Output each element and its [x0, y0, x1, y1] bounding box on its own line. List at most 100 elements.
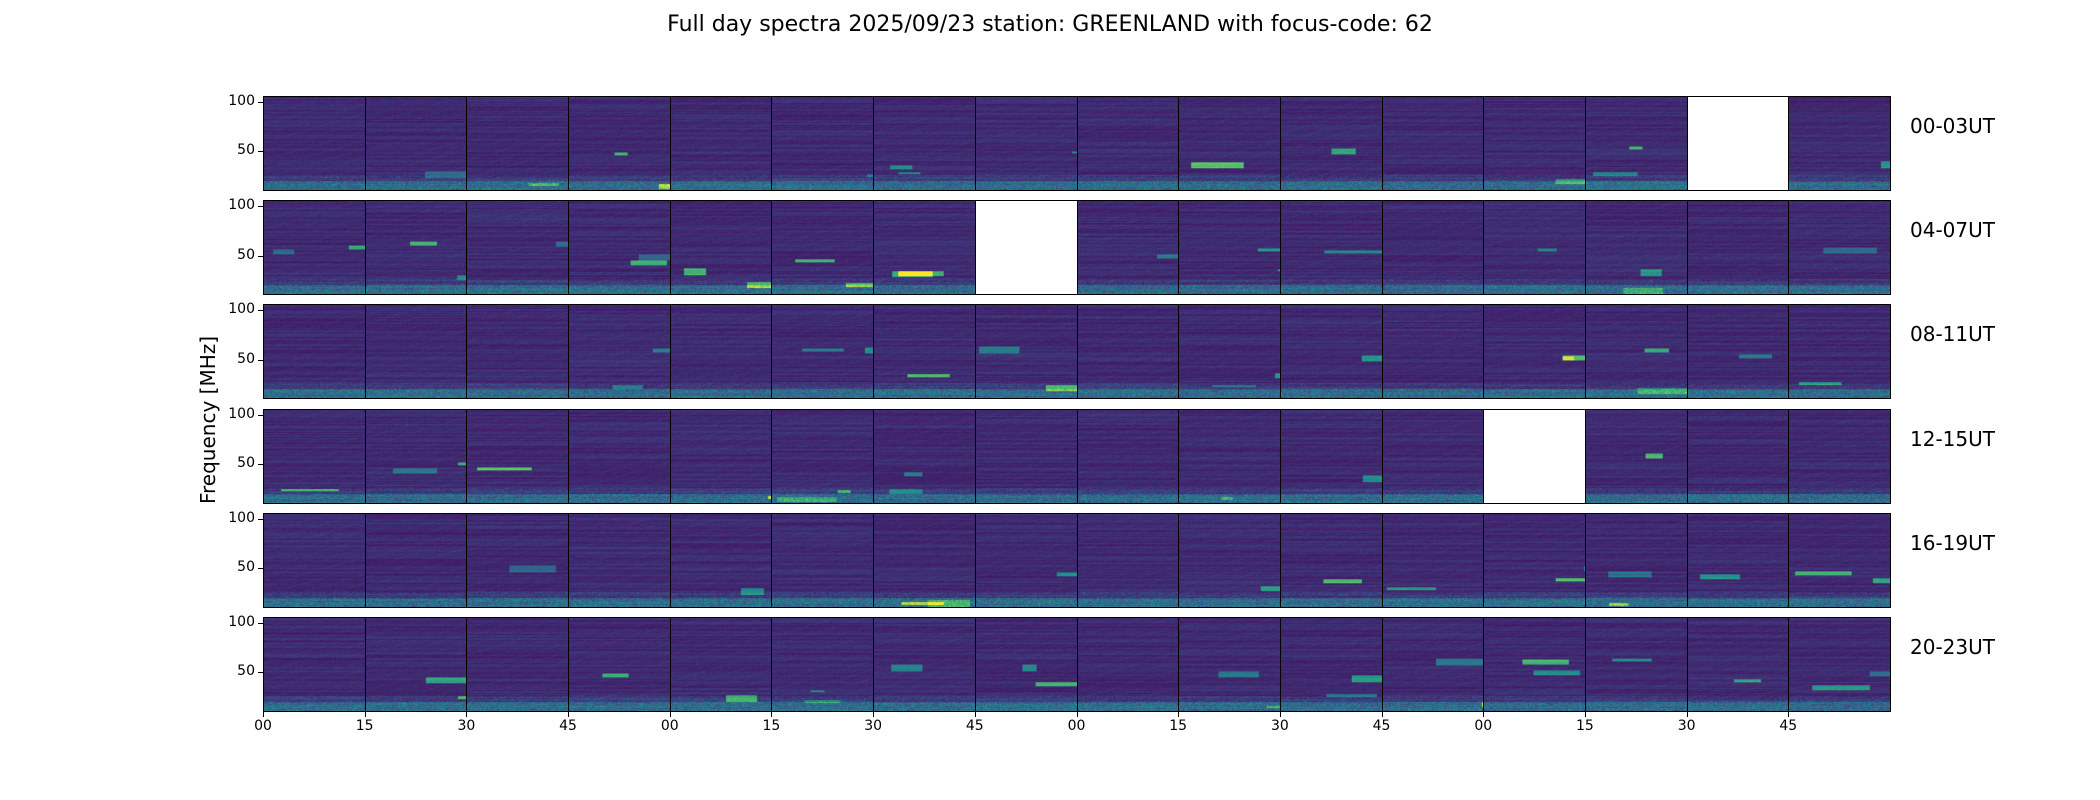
spectrogram-image: [569, 618, 670, 711]
y-tick-mark: [258, 414, 263, 416]
x-tick-mark: [669, 712, 671, 717]
y-tick-mark: [258, 672, 263, 674]
spectrogram-image: [670, 305, 772, 399]
spectrogram-image: [1382, 513, 1484, 607]
spectrogram-panel: [568, 304, 671, 400]
spectrogram-panel: [466, 304, 570, 400]
spectrogram-panel: [1178, 304, 1281, 400]
spectrogram-image: [569, 513, 670, 607]
spectrogram-panel: [466, 617, 570, 712]
spectrogram-image: [365, 97, 467, 190]
spectrogram-panel: [1483, 304, 1586, 400]
spectrogram-panel: [263, 304, 366, 400]
spectrogram-image: [874, 409, 975, 503]
spectrogram-panel: [1279, 617, 1383, 712]
spectrogram-image: [1077, 618, 1179, 711]
x-tick-mark: [1584, 712, 1586, 717]
x-tick-label: 15: [1576, 718, 1594, 734]
spectrogram-panel: [1788, 96, 1891, 191]
spectrogram-panel: [669, 304, 773, 400]
x-tick-mark: [1483, 712, 1485, 717]
spectrogram-panel: [974, 200, 1078, 296]
row-label: 20-23UT: [1910, 635, 1995, 659]
y-tick-label: 100: [228, 197, 255, 214]
spectrogram-image: [874, 97, 975, 190]
x-tick-mark: [1076, 712, 1078, 717]
spectrogram-image: [874, 513, 975, 607]
spectrogram-image: [264, 409, 365, 503]
spectrogram-image: [1077, 97, 1179, 190]
spectrogram-panel: [1076, 617, 1180, 712]
y-tick-mark: [258, 464, 263, 466]
spectrogram-panel: [1381, 200, 1485, 296]
y-tick-mark: [258, 101, 263, 103]
spectrogram-image: [975, 513, 1077, 607]
x-tick-mark: [263, 712, 264, 717]
spectrogram-image: [1585, 201, 1687, 295]
spectrogram-image: [1789, 201, 1890, 295]
spectrogram-image: [264, 97, 365, 190]
x-tick-mark: [1686, 712, 1688, 717]
spectrogram-image: [874, 618, 975, 711]
spectrogram-panel: [1279, 96, 1383, 191]
spectrogram-image: [1280, 513, 1382, 607]
row-label: 12-15UT: [1910, 426, 1995, 451]
spectrogram-panel: [1788, 512, 1891, 608]
spectrogram-panel: [669, 408, 773, 504]
spectrogram-panel: [568, 512, 671, 608]
spectrogram-panel: [1076, 304, 1180, 400]
spectrogram-panel: [873, 304, 976, 400]
spectrogram-panel: [1788, 617, 1891, 712]
spectrogram-image: [1382, 409, 1484, 503]
spectrogram-panel: [771, 408, 875, 504]
x-tick-label: 30: [864, 718, 883, 734]
spectrogram-panel: [263, 200, 366, 296]
x-tick-label: 30: [457, 718, 476, 734]
spectrogram-image: [1280, 618, 1382, 711]
x-tick-mark: [974, 712, 976, 717]
y-tick-label: 50: [237, 246, 255, 263]
x-tick-mark: [1788, 712, 1790, 717]
spectrogram-image: [1280, 97, 1382, 190]
spectrogram-panel: [1178, 408, 1281, 504]
spectrogram-image: [1789, 409, 1890, 503]
x-tick-label: 15: [1169, 718, 1188, 734]
spectrogram-panel: [364, 617, 468, 712]
spectrogram-image: [569, 409, 670, 503]
spectrogram-panel: [568, 617, 671, 712]
spectrogram-panel: [364, 304, 468, 400]
y-tick-mark: [258, 359, 263, 361]
spectrogram-panel: [1686, 200, 1790, 296]
x-tick-mark: [873, 712, 875, 717]
spectrogram-image: [772, 618, 874, 711]
spectrogram-image: [264, 201, 365, 295]
spectrogram-image: [1382, 201, 1484, 295]
spectrogram-panel: [771, 617, 875, 712]
spectrogram-panel: [873, 200, 976, 296]
spectrogram-panel: [1788, 408, 1891, 504]
spectrogram-panel: [1686, 304, 1790, 400]
spectrogram-panel: [1279, 200, 1383, 296]
spectrogram-image: [569, 305, 670, 399]
spectrogram-panel: [466, 96, 570, 191]
spectrogram-image: [365, 513, 467, 607]
spectrogram-image: [569, 97, 670, 190]
y-tick-label: 50: [237, 663, 255, 680]
x-tick-mark: [771, 712, 773, 717]
y-tick-label: 50: [237, 455, 255, 472]
x-tick-label: 00: [660, 718, 679, 734]
spectrogram-panel: [771, 96, 875, 191]
y-tick-label: 50: [237, 559, 255, 576]
spectrogram-panel: [263, 617, 366, 712]
y-tick-label: 100: [228, 92, 255, 109]
spectrogram-image: [365, 618, 467, 711]
spectrogram-panel: [1584, 512, 1688, 608]
spectrogram-image: [1687, 201, 1789, 295]
spectrogram-panel: [771, 200, 875, 296]
spectrogram-image: [772, 305, 874, 399]
spectrogram-image: [1280, 305, 1382, 399]
x-tick-label: 15: [762, 718, 781, 734]
spectrogram-panel: [1178, 96, 1281, 191]
spectrogram-image: [1382, 618, 1484, 711]
